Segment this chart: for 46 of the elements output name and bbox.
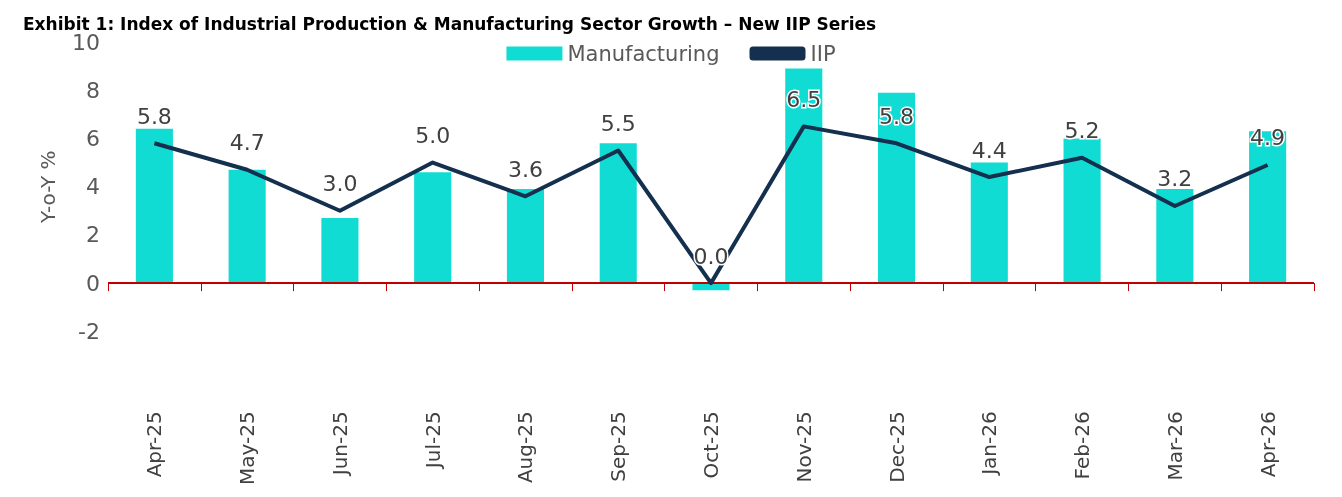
bar xyxy=(970,162,1008,284)
data-label: 0.0 xyxy=(693,243,729,269)
bar xyxy=(506,189,545,284)
y-tick-label: 2 xyxy=(86,222,100,248)
x-tick-label: Aug-25 xyxy=(513,411,538,484)
bar xyxy=(321,218,359,284)
data-label: 5.8 xyxy=(879,103,915,129)
x-tick-label: Oct-25 xyxy=(699,411,723,479)
bar xyxy=(414,172,452,284)
data-label: 5.0 xyxy=(415,123,451,149)
x-tick-label: Dec-25 xyxy=(884,411,909,483)
data-label: 4.9 xyxy=(1250,125,1286,151)
data-label: 6.5 xyxy=(786,86,822,112)
x-tick-label: Apr-26 xyxy=(1255,411,1280,478)
x-tick-label: Feb-26 xyxy=(1070,411,1095,480)
bar xyxy=(1063,138,1101,284)
data-label: 4.7 xyxy=(229,130,265,156)
data-label: 3.2 xyxy=(1157,166,1193,192)
y-tick-label: -2 xyxy=(78,318,100,344)
x-tick-label: Nov-25 xyxy=(791,411,816,483)
data-label: 3.0 xyxy=(322,171,358,197)
bar xyxy=(228,169,266,284)
y-tick-label: 4 xyxy=(86,174,100,200)
y-tick-label: 8 xyxy=(86,77,100,103)
bar xyxy=(1249,131,1287,284)
bar xyxy=(785,68,823,284)
data-label: 5.2 xyxy=(1064,118,1100,144)
bar xyxy=(135,128,173,284)
x-tick-label: Apr-25 xyxy=(142,411,167,478)
x-tick-label: Jul-25 xyxy=(420,411,445,471)
x-tick-label: Sep-25 xyxy=(606,411,631,482)
data-label: 4.4 xyxy=(971,137,1007,163)
y-tick-label: 0 xyxy=(86,270,100,296)
x-tick-label: Jan-26 xyxy=(977,411,1002,477)
x-tick-label: Jun-25 xyxy=(327,411,352,478)
bar xyxy=(1156,189,1194,284)
bar xyxy=(599,143,637,284)
legend-label: Manufacturing xyxy=(567,41,720,66)
data-label: 5.5 xyxy=(600,111,636,136)
x-tick-label: May-25 xyxy=(235,411,260,486)
y-axis-title: Y-o-Y % xyxy=(36,150,60,224)
x-tick-label: Mar-26 xyxy=(1162,411,1187,481)
data-label: 3.6 xyxy=(507,156,543,182)
legend-label: IIP xyxy=(810,41,836,66)
data-label: 5.8 xyxy=(136,103,172,129)
y-tick-label: 6 xyxy=(86,125,100,151)
